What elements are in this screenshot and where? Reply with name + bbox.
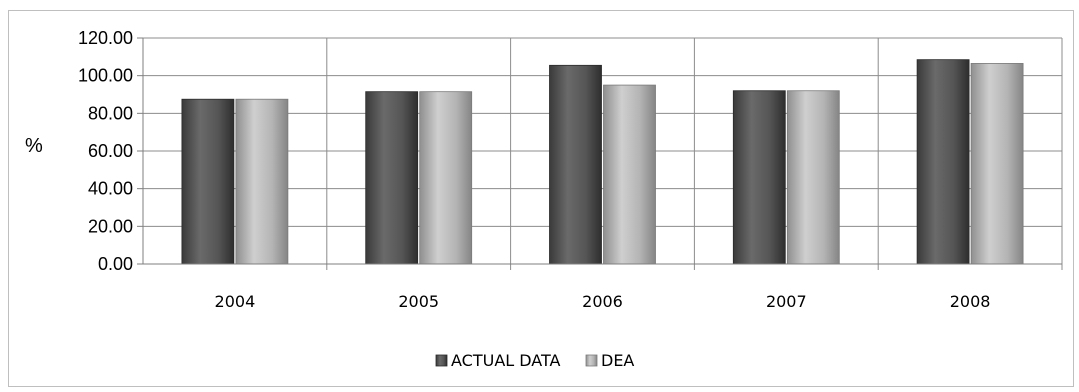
legend: ACTUAL DATA DEA [436, 351, 634, 370]
y-tick-label: 80.00 [88, 103, 133, 123]
legend-label-actual-data: ACTUAL DATA [451, 351, 561, 370]
bar-actual-data-2006 [550, 65, 602, 264]
y-axis-label: % [25, 135, 43, 157]
bar-dea-2004 [236, 99, 288, 264]
bar-dea-2008 [971, 63, 1023, 264]
legend-swatch-dea [586, 355, 597, 366]
y-tick-labels: 0.00 20.00 40.00 60.00 80.00 100.00 120.00 [78, 28, 133, 274]
legend-swatch-actual-data [436, 355, 447, 366]
x-tick-label: 2004 [215, 292, 256, 311]
x-tick-label: 2007 [766, 292, 807, 311]
x-tick-label: 2006 [582, 292, 623, 311]
legend-label-dea: DEA [601, 351, 634, 370]
bar-actual-data-2005 [366, 92, 418, 264]
x-tick-label: 2008 [950, 292, 991, 311]
y-tick-label: 100.00 [78, 66, 133, 86]
y-tick-label: 120.00 [78, 28, 133, 48]
y-tick-label: 60.00 [88, 141, 133, 161]
x-tick-labels: 2004 2005 2006 2007 2008 [215, 292, 991, 311]
bar-dea-2006 [604, 85, 656, 264]
bar-actual-data-2004 [182, 99, 234, 264]
x-tick-label: 2005 [398, 292, 439, 311]
bar-actual-data-2008 [917, 60, 969, 264]
y-tick-label: 20.00 [88, 216, 133, 236]
bar-dea-2007 [787, 91, 839, 264]
bar-dea-2005 [420, 92, 472, 264]
y-tick-label: 0.00 [98, 254, 133, 274]
bars [182, 60, 1023, 264]
bar-actual-data-2007 [733, 91, 785, 264]
y-tick-label: 40.00 [88, 179, 133, 199]
